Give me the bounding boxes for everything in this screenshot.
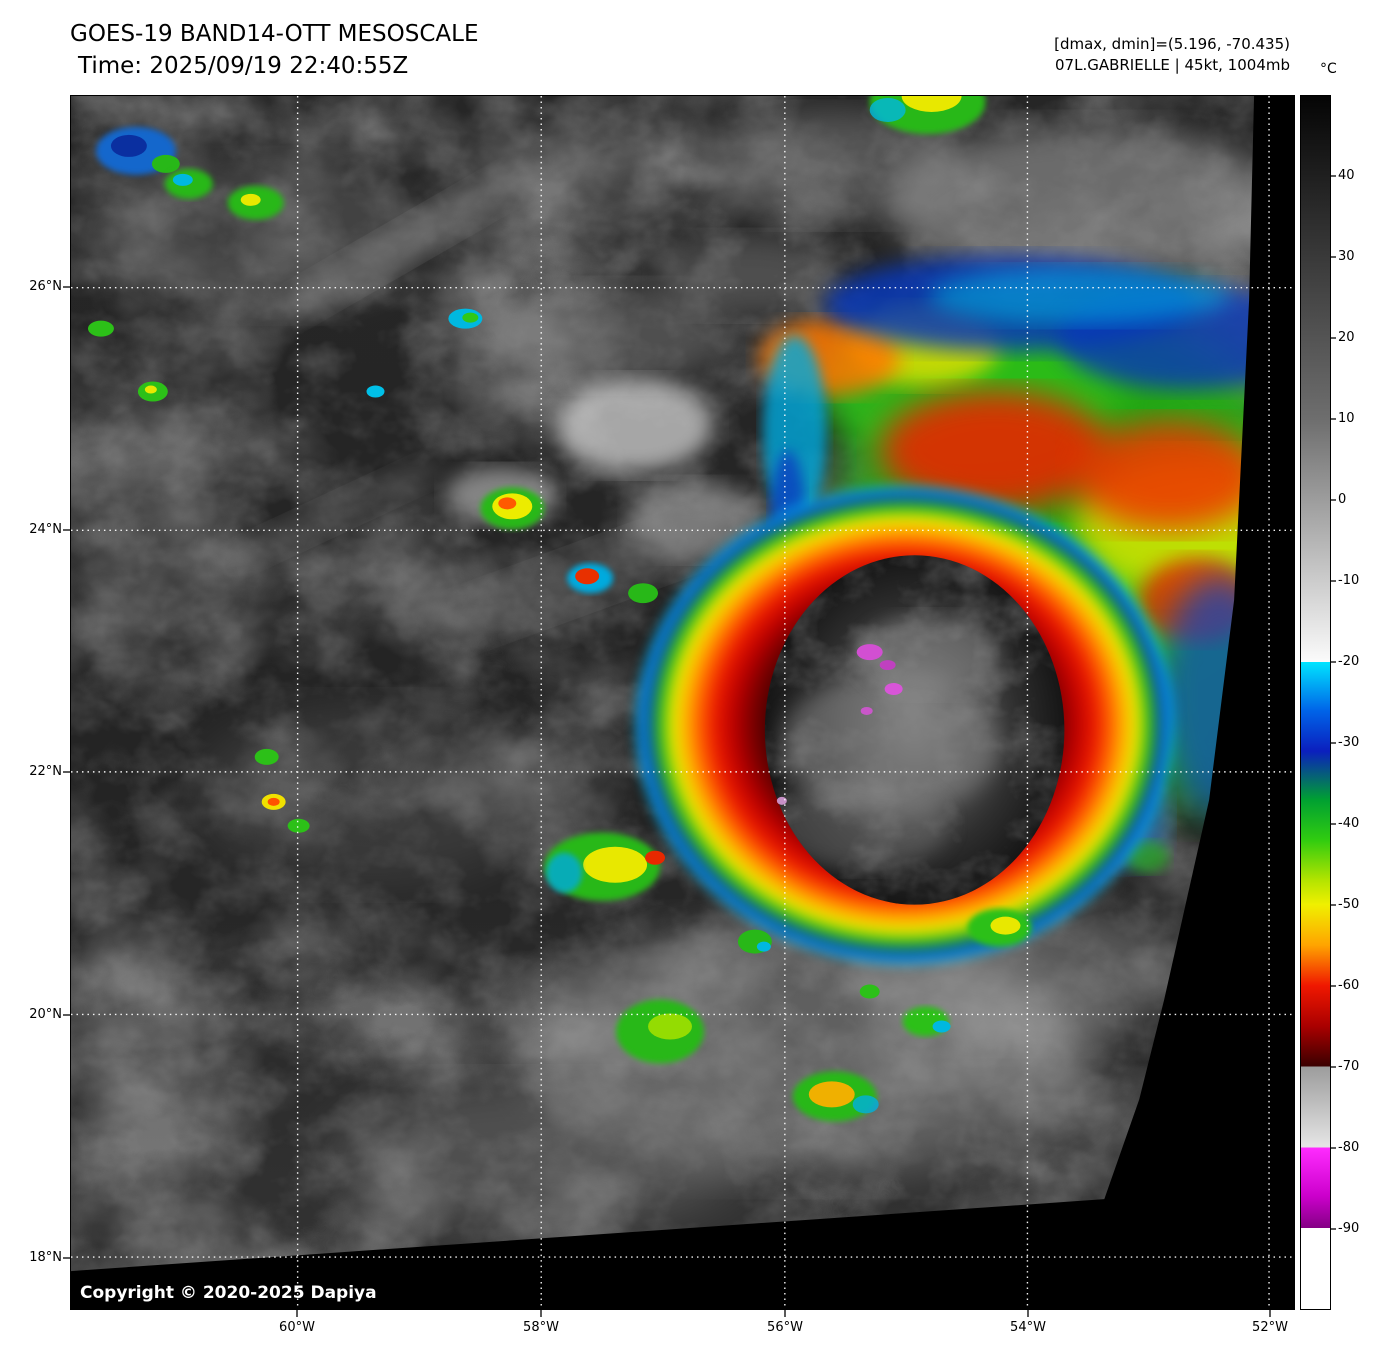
colorbar-tick-label: -60 (1338, 978, 1360, 993)
satellite-map-panel (70, 95, 1295, 1310)
colorbar-tick-label: -10 (1338, 573, 1360, 588)
colorbar-tick-label: -80 (1338, 1140, 1360, 1155)
gray-cloud-masses (110, 110, 1294, 1230)
no-data-region (71, 96, 1294, 1309)
lon-axis-label: 60°W (279, 1320, 315, 1335)
colorbar-tick-label: -50 (1338, 897, 1360, 912)
colorbar-tick-label: 40 (1338, 168, 1355, 183)
plot-title: GOES-19 BAND14-OTT MESOSCALE (70, 21, 479, 47)
dmax-dmin-readout: [dmax, dmin]=(5.196, -70.435) (1054, 35, 1290, 53)
colorbar-gradient (1301, 96, 1330, 1309)
lat-lon-gridlines (71, 96, 1294, 1309)
colorbar-tick-label: 30 (1338, 249, 1355, 264)
copyright-notice: Copyright © 2020-2025 Dapiya (80, 1283, 377, 1303)
lat-axis-label: 24°N (29, 522, 62, 537)
colorbar-unit-label: °C (1320, 61, 1337, 77)
colorbar (1300, 95, 1331, 1310)
lon-axis-label: 56°W (767, 1320, 803, 1335)
colorbar-tick-label: -70 (1338, 1059, 1360, 1074)
overshooting-tops (764, 555, 1065, 905)
lat-axis-label: 20°N (29, 1007, 62, 1022)
scattered-convective-cells (87, 96, 1032, 1122)
colorbar-tick-label: -90 (1338, 1221, 1360, 1236)
colorbar-tick-label: -30 (1338, 735, 1360, 750)
lon-axis-label: 58°W (523, 1320, 559, 1335)
colorbar-tick-label: -40 (1338, 816, 1360, 831)
colorbar-tick-label: 20 (1338, 330, 1355, 345)
lat-axis-label: 22°N (29, 764, 62, 779)
storm-core (764, 555, 1065, 905)
magenta-cold-pixels (776, 644, 903, 805)
colorbar-tick-label: -20 (1338, 654, 1360, 669)
header-readouts: [dmax, dmin]=(5.196, -70.435) 07L.GABRIE… (1054, 34, 1290, 76)
colorbar-tick-label: 10 (1338, 411, 1355, 426)
storm-info: 07L.GABRIELLE | 45kt, 1004mb (1055, 56, 1290, 74)
timestamp: Time: 2025/09/19 22:40:55Z (78, 53, 409, 79)
lat-axis-label: 18°N (29, 1250, 62, 1265)
lon-axis-label: 52°W (1252, 1320, 1288, 1335)
lon-axis-label: 54°W (1010, 1320, 1046, 1335)
colorbar-tick-label: 0 (1338, 492, 1347, 507)
lat-axis-label: 26°N (29, 279, 62, 294)
satellite-image (71, 96, 1294, 1309)
